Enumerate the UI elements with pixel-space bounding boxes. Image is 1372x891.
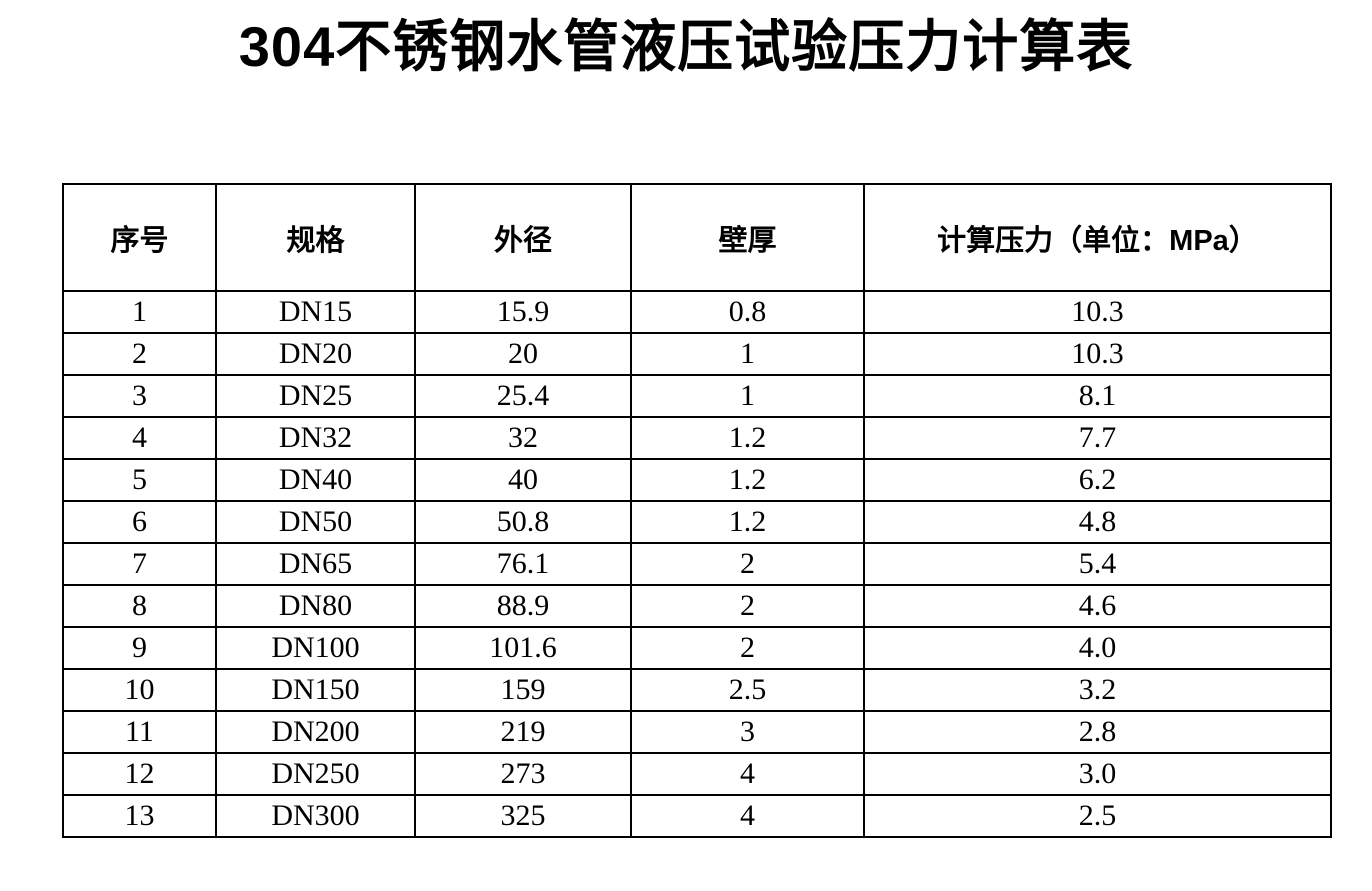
table-cell-outer-diameter: 159 (414, 668, 632, 712)
table-cell-index: 1 (62, 290, 217, 334)
table-cell-wall-thickness: 4 (630, 752, 865, 796)
table-cell-spec: DN15 (215, 290, 416, 334)
table-row: 9 DN100 101.6 2 4.0 (62, 626, 1332, 670)
table-cell-spec: DN50 (215, 500, 416, 544)
table-row: 4 DN32 32 1.2 7.7 (62, 416, 1332, 460)
table-cell-outer-diameter: 219 (414, 710, 632, 754)
table-cell-index: 11 (62, 710, 217, 754)
table-cell-spec: DN300 (215, 794, 416, 838)
table-cell-wall-thickness: 4 (630, 794, 865, 838)
table-cell-index: 6 (62, 500, 217, 544)
table-cell-index: 10 (62, 668, 217, 712)
table-cell-wall-thickness: 2 (630, 626, 865, 670)
table-cell-calc-pressure: 2.8 (863, 710, 1332, 754)
table-cell-index: 3 (62, 374, 217, 418)
table-cell-index: 9 (62, 626, 217, 670)
table-row: 11 DN200 219 3 2.8 (62, 710, 1332, 754)
table-cell-wall-thickness: 1.2 (630, 500, 865, 544)
table-cell-outer-diameter: 88.9 (414, 584, 632, 628)
table-cell-calc-pressure: 4.8 (863, 500, 1332, 544)
table-cell-wall-thickness: 0.8 (630, 290, 865, 334)
table-cell-spec: DN100 (215, 626, 416, 670)
page-title: 304不锈钢水管液压试验压力计算表 (238, 15, 1134, 78)
table-cell-wall-thickness: 3 (630, 710, 865, 754)
table-cell-index: 5 (62, 458, 217, 502)
table-row: 2 DN20 20 1 10.3 (62, 332, 1332, 376)
table-cell-outer-diameter: 25.4 (414, 374, 632, 418)
table-row: 3 DN25 25.4 1 8.1 (62, 374, 1332, 418)
table-cell-index: 12 (62, 752, 217, 796)
table-cell-wall-thickness: 1.2 (630, 416, 865, 460)
table-cell-calc-pressure: 3.2 (863, 668, 1332, 712)
table-header-row: 序号 规格 外径 壁厚 计算压力（单位：MPa） (62, 183, 1332, 292)
table-row: 12 DN250 273 4 3.0 (62, 752, 1332, 796)
table-cell-outer-diameter: 15.9 (414, 290, 632, 334)
table-row: 7 DN65 76.1 2 5.4 (62, 542, 1332, 586)
table-cell-wall-thickness: 1 (630, 374, 865, 418)
table-cell-spec: DN40 (215, 458, 416, 502)
table-cell-spec: DN25 (215, 374, 416, 418)
table-row: 10 DN150 159 2.5 3.2 (62, 668, 1332, 712)
table-cell-spec: DN65 (215, 542, 416, 586)
table-cell-outer-diameter: 20 (414, 332, 632, 376)
table-cell-wall-thickness: 2.5 (630, 668, 865, 712)
table-cell-calc-pressure: 5.4 (863, 542, 1332, 586)
table-cell-calc-pressure: 4.6 (863, 584, 1332, 628)
table-cell-spec: DN200 (215, 710, 416, 754)
header-cell-wall-thickness: 壁厚 (630, 183, 865, 292)
table-cell-calc-pressure: 4.0 (863, 626, 1332, 670)
table-cell-calc-pressure: 2.5 (863, 794, 1332, 838)
table-row: 13 DN300 325 4 2.5 (62, 794, 1332, 838)
table-cell-spec: DN32 (215, 416, 416, 460)
table-row: 8 DN80 88.9 2 4.6 (62, 584, 1332, 628)
header-cell-calc-pressure: 计算压力（单位：MPa） (863, 183, 1332, 292)
table-cell-calc-pressure: 3.0 (863, 752, 1332, 796)
table-cell-index: 4 (62, 416, 217, 460)
table-cell-calc-pressure: 10.3 (863, 290, 1332, 334)
table-cell-outer-diameter: 76.1 (414, 542, 632, 586)
table-cell-calc-pressure: 6.2 (863, 458, 1332, 502)
table-cell-index: 7 (62, 542, 217, 586)
table-cell-spec: DN20 (215, 332, 416, 376)
table-cell-calc-pressure: 8.1 (863, 374, 1332, 418)
table-body: 1 DN15 15.9 0.8 10.3 2 DN20 20 1 10.3 3 DN25 25.4 1 8.… (62, 290, 1332, 838)
table-row: 1 DN15 15.9 0.8 10.3 (62, 290, 1332, 334)
header-cell-outer-diameter: 外径 (414, 183, 632, 292)
table-cell-index: 2 (62, 332, 217, 376)
table-cell-outer-diameter: 32 (414, 416, 632, 460)
table-cell-wall-thickness: 2 (630, 584, 865, 628)
table-cell-wall-thickness: 1.2 (630, 458, 865, 502)
table-cell-wall-thickness: 2 (630, 542, 865, 586)
table-cell-index: 8 (62, 584, 217, 628)
table-row: 5 DN40 40 1.2 6.2 (62, 458, 1332, 502)
table-cell-calc-pressure: 7.7 (863, 416, 1332, 460)
table-cell-outer-diameter: 50.8 (414, 500, 632, 544)
pressure-calculation-table: 序号 规格 外径 壁厚 计算压力（单位：MPa） 1 DN15 15.9 0.8 10.3 2 DN… (62, 183, 1332, 838)
table-cell-index: 13 (62, 794, 217, 838)
header-cell-spec: 规格 (215, 183, 416, 292)
table-cell-spec: DN150 (215, 668, 416, 712)
table-cell-spec: DN250 (215, 752, 416, 796)
table-head: 序号 规格 外径 壁厚 计算压力（单位：MPa） (62, 183, 1332, 292)
table-cell-outer-diameter: 273 (414, 752, 632, 796)
table-cell-wall-thickness: 1 (630, 332, 865, 376)
table-cell-outer-diameter: 325 (414, 794, 632, 838)
table-cell-outer-diameter: 40 (414, 458, 632, 502)
table-cell-calc-pressure: 10.3 (863, 332, 1332, 376)
table-row: 6 DN50 50.8 1.2 4.8 (62, 500, 1332, 544)
table-cell-spec: DN80 (215, 584, 416, 628)
table-cell-outer-diameter: 101.6 (414, 626, 632, 670)
header-cell-index: 序号 (62, 183, 217, 292)
